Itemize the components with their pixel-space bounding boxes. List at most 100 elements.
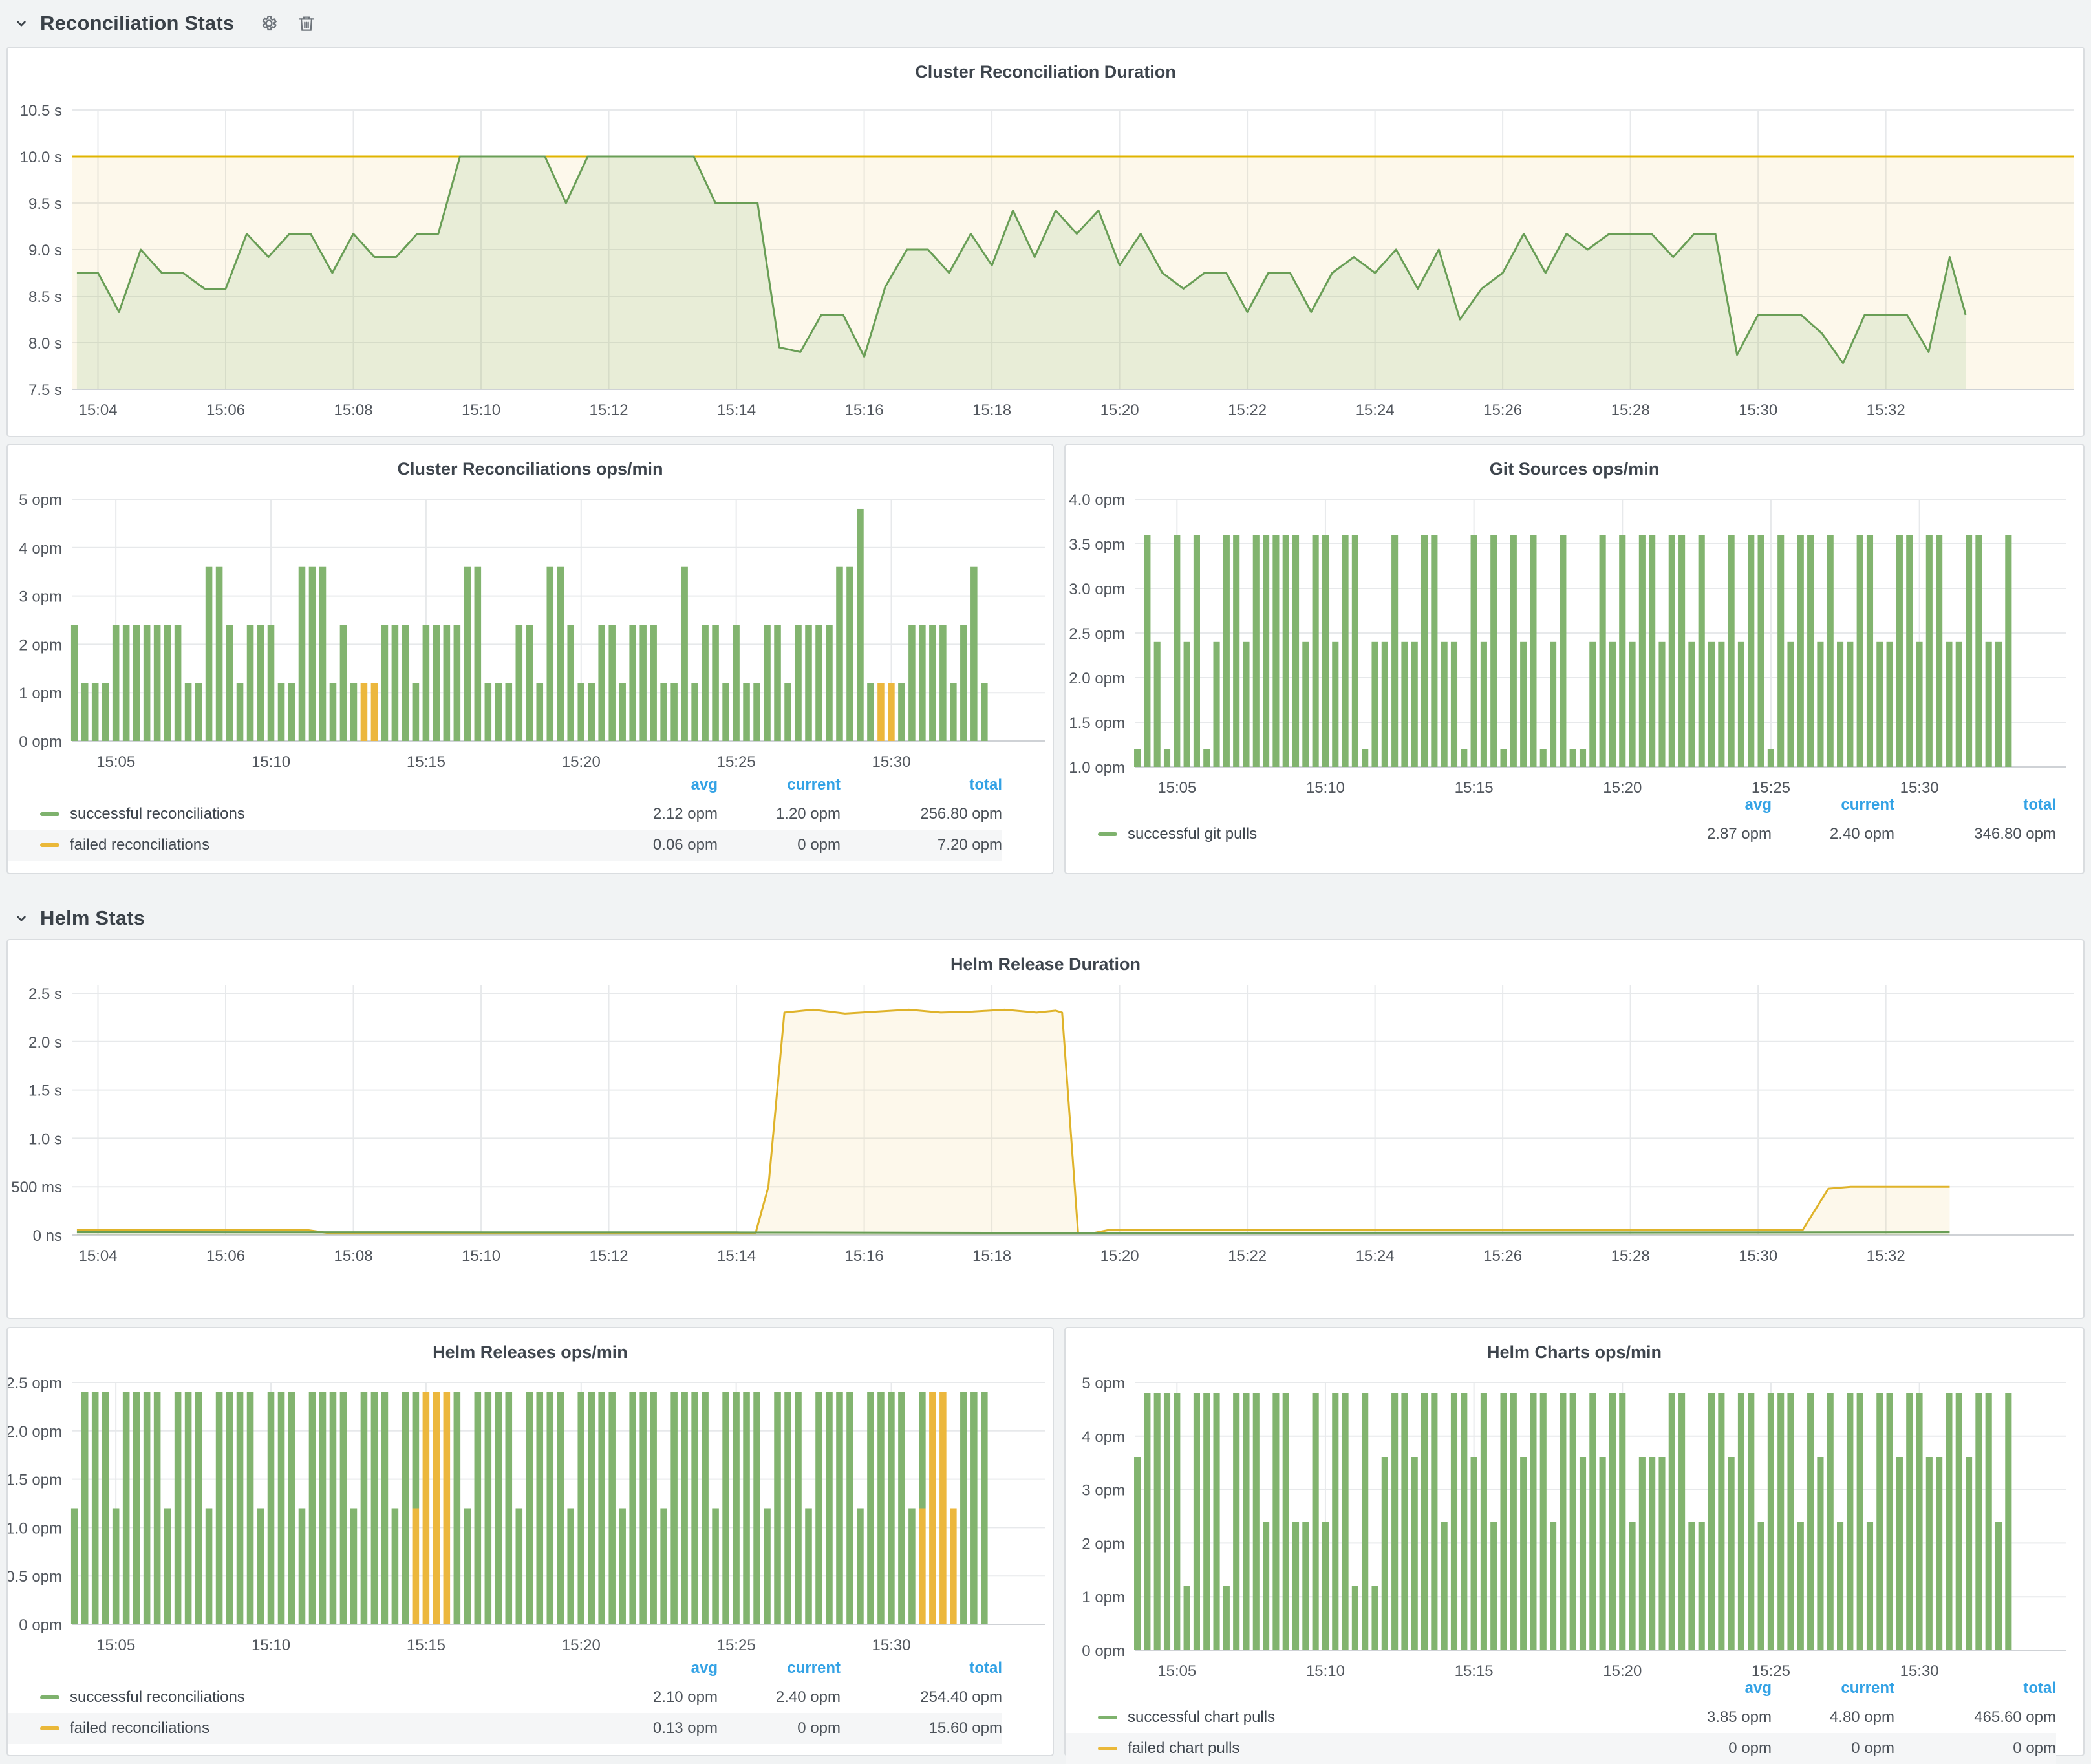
legend-sort-avg[interactable]: avg	[1642, 1679, 1772, 1697]
series-color-dash-icon	[40, 1726, 59, 1730]
svg-text:15:22: 15:22	[1228, 402, 1267, 419]
svg-text:15:25: 15:25	[717, 1637, 756, 1654]
legend-value-current: 4.80 opm	[1772, 1708, 1894, 1726]
gear-icon[interactable]	[255, 9, 283, 38]
svg-text:15:12: 15:12	[590, 402, 628, 419]
legend-row: successful reconciliations2.12 opm1.20 o…	[8, 799, 1002, 830]
legend-row: failed reconciliations0.13 opm0 opm15.60…	[8, 1713, 1002, 1744]
svg-text:1.5 opm: 1.5 opm	[8, 1472, 62, 1489]
section-reconciliation-stats[interactable]: Reconciliation Stats	[12, 4, 321, 43]
legend-sort-total[interactable]: total	[1894, 796, 2056, 814]
svg-text:15:04: 15:04	[78, 1247, 117, 1265]
chevron-down-icon[interactable]	[12, 904, 31, 932]
section-helm-stats[interactable]: Helm Stats	[12, 899, 145, 938]
legend-value-avg: 0 opm	[1642, 1739, 1772, 1758]
legend-series-label[interactable]: failed reconciliations	[70, 1719, 588, 1737]
legend-sort-total[interactable]: total	[1894, 1679, 2056, 1697]
legend-value-avg: 0.06 opm	[588, 836, 718, 854]
legend: avgcurrenttotal successful chart pulls3.8…	[1066, 1675, 2083, 1764]
svg-text:0 ns: 0 ns	[33, 1227, 62, 1245]
legend-series-label[interactable]: failed reconciliations	[70, 836, 588, 854]
legend-value-total: 346.80 opm	[1894, 825, 2056, 843]
legend: avgcurrenttotal successful reconciliation…	[8, 1655, 1053, 1744]
legend-series-label[interactable]: successful git pulls	[1128, 825, 1642, 843]
legend-value-current: 0 opm	[718, 1719, 841, 1737]
svg-text:3 opm: 3 opm	[19, 588, 62, 606]
panel-cluster-reconciliation-duration: Cluster Reconciliation Duration 7.5 s8.0…	[6, 47, 2085, 437]
svg-text:9.5 s: 9.5 s	[28, 195, 62, 213]
svg-text:15:30: 15:30	[1739, 402, 1777, 419]
svg-text:15:24: 15:24	[1356, 1247, 1395, 1265]
svg-text:5 opm: 5 opm	[19, 491, 62, 509]
svg-text:7.5 s: 7.5 s	[28, 382, 62, 399]
svg-text:1.5 opm: 1.5 opm	[1069, 715, 1125, 732]
cluster-reconciliations-chart[interactable]: 0 opm1 opm2 opm3 opm4 opm5 opm15:0515:10…	[8, 445, 1055, 771]
panel-git-sources-opm: Git Sources ops/min 1.0 opm1.5 opm2.0 op…	[1064, 444, 2085, 874]
legend-header-row: avgcurrenttotal	[1066, 1675, 2056, 1702]
svg-text:15:30: 15:30	[1739, 1247, 1777, 1265]
legend-sort-avg[interactable]: avg	[588, 776, 718, 794]
legend-value-total: 254.40 opm	[841, 1688, 1002, 1706]
svg-text:1.0 opm: 1.0 opm	[1069, 759, 1125, 777]
svg-text:15:18: 15:18	[972, 1247, 1011, 1265]
svg-text:8.5 s: 8.5 s	[28, 288, 62, 306]
svg-text:3 opm: 3 opm	[1082, 1482, 1125, 1500]
section-title[interactable]: Reconciliation Stats	[40, 12, 234, 35]
chevron-down-icon[interactable]	[12, 9, 31, 38]
svg-text:9.0 s: 9.0 s	[28, 242, 62, 259]
legend-sort-current[interactable]: current	[1772, 1679, 1894, 1697]
legend-header-row: avgcurrenttotal	[8, 771, 1002, 799]
legend: avgcurrenttotal successful git pulls2.87 …	[1066, 791, 2083, 850]
panel-helm-charts-opm: Helm Charts ops/min 0 opm1 opm2 opm3 opm…	[1064, 1327, 2085, 1756]
legend-header-row: avgcurrenttotal	[1066, 791, 2056, 819]
svg-text:15:08: 15:08	[334, 402, 372, 419]
svg-text:15:15: 15:15	[407, 753, 445, 771]
trash-icon[interactable]	[292, 9, 321, 38]
legend-sort-avg[interactable]: avg	[588, 1659, 718, 1677]
legend-series-label[interactable]: failed chart pulls	[1128, 1739, 1642, 1758]
helm-releases-chart[interactable]: 0 opm0.5 opm1.0 opm1.5 opm2.0 opm2.5 opm…	[8, 1328, 1055, 1655]
panel-cluster-reconciliations-opm: Cluster Reconciliations ops/min 0 opm1 o…	[6, 444, 1054, 874]
svg-text:1.0 opm: 1.0 opm	[8, 1520, 62, 1537]
legend-value-total: 15.60 opm	[841, 1719, 1002, 1737]
legend-value-current: 0 opm	[718, 836, 841, 854]
panel-helm-releases-opm: Helm Releases ops/min 0 opm0.5 opm1.0 op…	[6, 1327, 1054, 1756]
legend-value-total: 256.80 opm	[841, 805, 1002, 823]
svg-text:15:30: 15:30	[872, 1637, 910, 1654]
legend-series-label[interactable]: successful reconciliations	[70, 1688, 588, 1706]
svg-text:15:24: 15:24	[1356, 402, 1395, 419]
svg-text:15:06: 15:06	[206, 402, 245, 419]
legend-value-avg: 2.12 opm	[588, 805, 718, 823]
svg-text:2 opm: 2 opm	[1082, 1535, 1125, 1553]
legend-sort-current[interactable]: current	[718, 1659, 841, 1677]
svg-text:15:08: 15:08	[334, 1247, 372, 1265]
legend-value-avg: 2.10 opm	[588, 1688, 718, 1706]
legend-value-avg: 0.13 opm	[588, 1719, 718, 1737]
cluster-reconciliation-duration-chart[interactable]: 7.5 s8.0 s8.5 s9.0 s9.5 s10.0 s10.5 s15:…	[8, 48, 2086, 468]
svg-text:15:12: 15:12	[590, 1247, 628, 1265]
legend-value-total: 0 opm	[1894, 1739, 2056, 1758]
svg-text:15:16: 15:16	[845, 1247, 884, 1265]
git-sources-chart[interactable]: 1.0 opm1.5 opm2.0 opm2.5 opm3.0 opm3.5 o…	[1066, 445, 2086, 794]
legend-value-avg: 2.87 opm	[1642, 825, 1772, 843]
legend-sort-current[interactable]: current	[718, 776, 841, 794]
helm-charts-chart[interactable]: 0 opm1 opm2 opm3 opm4 opm5 opm15:0515:10…	[1066, 1328, 2086, 1677]
svg-text:1.0 s: 1.0 s	[28, 1130, 62, 1148]
svg-text:500 ms: 500 ms	[11, 1179, 62, 1196]
svg-text:0 opm: 0 opm	[19, 733, 62, 751]
legend-sort-total[interactable]: total	[841, 1659, 1002, 1677]
svg-text:15:20: 15:20	[562, 1637, 601, 1654]
legend-value-avg: 3.85 opm	[1642, 1708, 1772, 1726]
legend-sort-avg[interactable]: avg	[1642, 796, 1772, 814]
section-title[interactable]: Helm Stats	[40, 907, 145, 930]
legend-series-label[interactable]: successful chart pulls	[1128, 1708, 1642, 1726]
svg-text:15:26: 15:26	[1483, 1247, 1522, 1265]
svg-text:15:05: 15:05	[96, 753, 135, 771]
svg-text:15:04: 15:04	[78, 402, 117, 419]
legend-sort-total[interactable]: total	[841, 776, 1002, 794]
legend-sort-current[interactable]: current	[1772, 796, 1894, 814]
svg-text:10.5 s: 10.5 s	[20, 102, 62, 120]
legend-series-label[interactable]: successful reconciliations	[70, 805, 588, 823]
helm-release-duration-chart[interactable]: 0 ns500 ms1.0 s1.5 s2.0 s2.5 s15:0415:06…	[8, 940, 2086, 1320]
legend-value-current: 1.20 opm	[718, 805, 841, 823]
